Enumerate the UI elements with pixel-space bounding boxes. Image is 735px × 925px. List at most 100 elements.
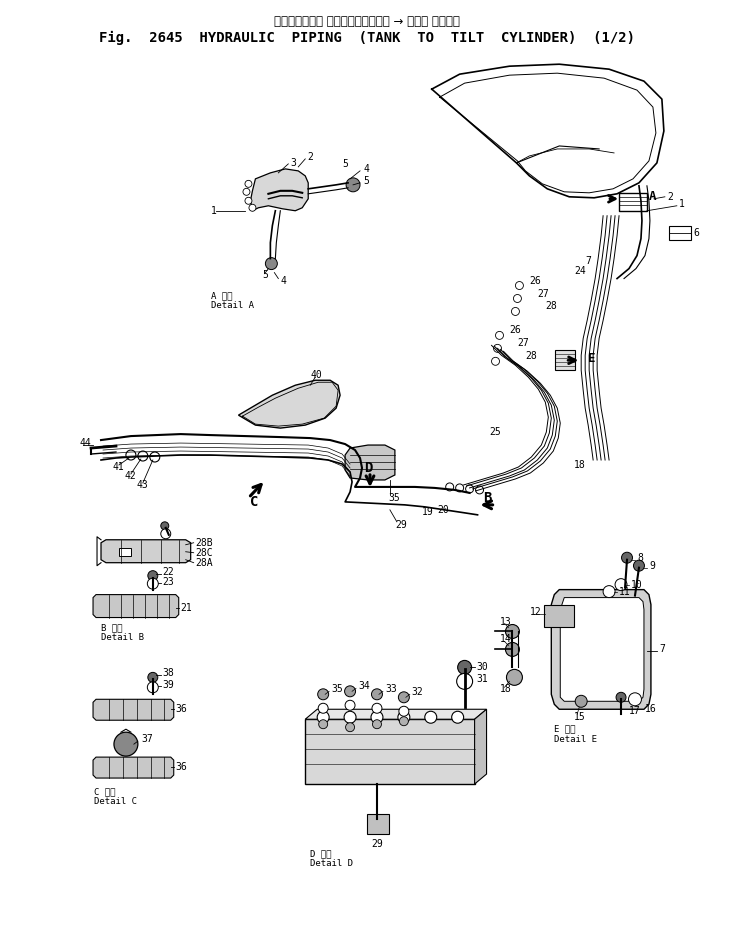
Circle shape xyxy=(344,711,356,723)
Text: 41: 41 xyxy=(113,462,125,472)
Circle shape xyxy=(425,711,437,723)
Circle shape xyxy=(398,711,410,723)
Circle shape xyxy=(373,720,381,729)
Circle shape xyxy=(399,707,409,716)
Text: 24: 24 xyxy=(574,265,586,276)
Text: 42: 42 xyxy=(125,471,137,481)
Circle shape xyxy=(506,624,520,638)
Circle shape xyxy=(150,452,159,462)
Text: 16: 16 xyxy=(645,704,656,714)
Polygon shape xyxy=(93,758,173,778)
Circle shape xyxy=(318,711,329,723)
Circle shape xyxy=(345,722,354,732)
Circle shape xyxy=(506,643,520,657)
Text: 2: 2 xyxy=(307,152,313,162)
Text: 29: 29 xyxy=(395,520,406,530)
Text: A: A xyxy=(649,191,656,204)
Text: 23: 23 xyxy=(162,576,174,586)
Circle shape xyxy=(371,711,383,723)
Text: 7: 7 xyxy=(659,645,664,654)
Text: 5: 5 xyxy=(262,269,268,279)
Circle shape xyxy=(319,720,328,729)
Circle shape xyxy=(243,189,250,195)
Circle shape xyxy=(622,552,633,563)
Circle shape xyxy=(456,484,464,492)
Bar xyxy=(367,814,389,833)
Polygon shape xyxy=(238,380,340,428)
Text: 18: 18 xyxy=(500,684,512,695)
Circle shape xyxy=(318,689,329,700)
Circle shape xyxy=(615,579,627,591)
Circle shape xyxy=(456,673,473,689)
Text: A 詳細: A 詳細 xyxy=(211,291,232,300)
Text: 40: 40 xyxy=(310,370,322,380)
Circle shape xyxy=(495,331,503,339)
Circle shape xyxy=(245,197,252,204)
Circle shape xyxy=(476,486,484,494)
Text: 32: 32 xyxy=(412,687,423,697)
Text: 36: 36 xyxy=(176,762,187,772)
Text: 33: 33 xyxy=(385,684,397,695)
Polygon shape xyxy=(251,169,308,211)
Circle shape xyxy=(148,571,158,581)
Circle shape xyxy=(398,692,409,703)
Polygon shape xyxy=(93,699,173,721)
Polygon shape xyxy=(475,709,487,784)
Text: 36: 36 xyxy=(176,704,187,714)
Text: 1: 1 xyxy=(211,205,217,216)
Circle shape xyxy=(399,717,409,726)
Circle shape xyxy=(161,529,171,538)
Circle shape xyxy=(492,357,500,365)
Text: 21: 21 xyxy=(181,602,193,612)
Circle shape xyxy=(249,204,256,211)
Circle shape xyxy=(245,180,252,188)
Polygon shape xyxy=(305,709,487,720)
Text: 5: 5 xyxy=(342,159,348,169)
Text: 38: 38 xyxy=(162,669,174,678)
Circle shape xyxy=(576,696,587,708)
Circle shape xyxy=(515,281,523,290)
Circle shape xyxy=(161,522,169,530)
Text: Detail A: Detail A xyxy=(211,301,254,310)
Circle shape xyxy=(628,693,642,706)
Text: B 詳細: B 詳細 xyxy=(101,623,123,632)
Polygon shape xyxy=(93,595,179,618)
Circle shape xyxy=(514,294,521,302)
Text: 35: 35 xyxy=(388,493,400,503)
Text: 44: 44 xyxy=(79,438,91,448)
Circle shape xyxy=(114,733,138,756)
Text: 25: 25 xyxy=(490,427,501,438)
Circle shape xyxy=(318,703,328,713)
Text: 18: 18 xyxy=(574,460,586,470)
Text: E 詳細: E 詳細 xyxy=(554,724,576,734)
Text: 2: 2 xyxy=(667,191,673,202)
Text: 27: 27 xyxy=(517,339,529,349)
Text: 28: 28 xyxy=(545,302,557,312)
Circle shape xyxy=(458,660,472,674)
Text: 39: 39 xyxy=(162,680,174,690)
Polygon shape xyxy=(101,540,190,562)
Text: 28A: 28A xyxy=(196,558,213,568)
Circle shape xyxy=(371,689,382,700)
Text: 34: 34 xyxy=(358,682,370,691)
Text: 19: 19 xyxy=(422,507,434,517)
Circle shape xyxy=(265,258,277,269)
Circle shape xyxy=(345,700,355,710)
Text: Detail C: Detail C xyxy=(94,797,137,807)
Polygon shape xyxy=(551,589,651,709)
Polygon shape xyxy=(345,445,395,480)
Circle shape xyxy=(147,682,158,693)
Circle shape xyxy=(616,692,626,702)
Text: 4: 4 xyxy=(363,164,369,174)
Text: 22: 22 xyxy=(162,567,174,576)
Text: 26: 26 xyxy=(529,276,541,286)
Circle shape xyxy=(493,344,501,352)
Text: 13: 13 xyxy=(500,617,512,626)
Circle shape xyxy=(372,703,382,713)
Circle shape xyxy=(346,178,360,191)
Circle shape xyxy=(603,586,615,598)
Text: Detail B: Detail B xyxy=(101,633,144,642)
Text: 4: 4 xyxy=(280,276,286,286)
Circle shape xyxy=(126,450,136,460)
Text: 10: 10 xyxy=(631,580,642,589)
